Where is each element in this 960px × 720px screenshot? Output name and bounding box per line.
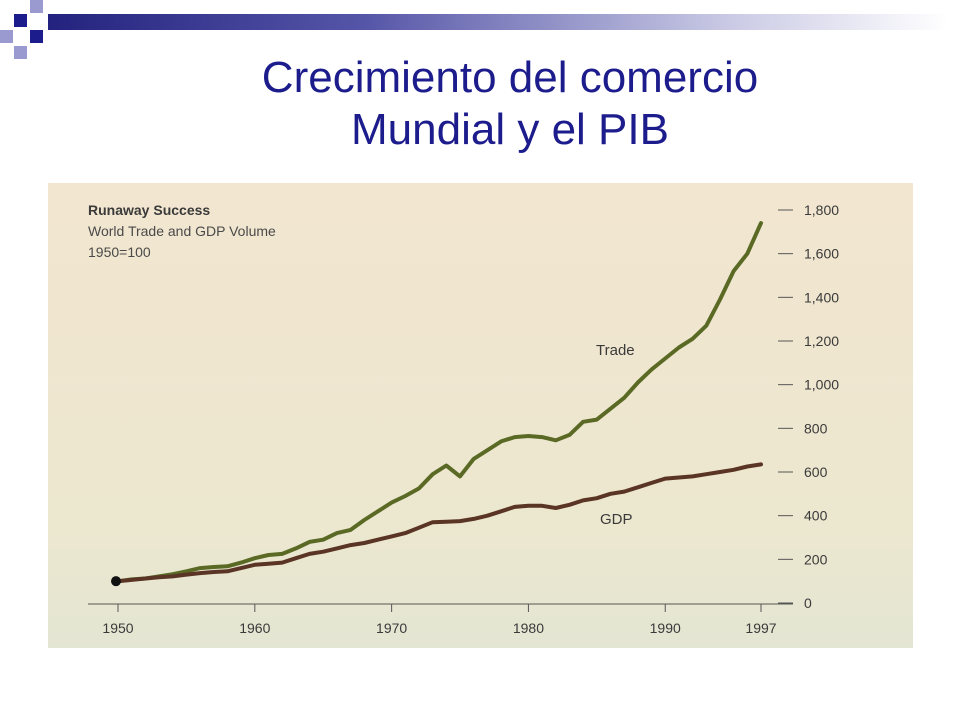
y-tick-label: 0	[804, 595, 812, 611]
chart-background	[48, 183, 913, 648]
y-tick-label: 1,800	[804, 202, 839, 218]
y-tick-label: 800	[804, 420, 828, 436]
y-tick-label: 1,000	[804, 377, 839, 393]
corner-square-dark-top	[14, 14, 27, 27]
y-tick-label: 1,200	[804, 333, 839, 349]
series-label-trade: Trade	[596, 342, 635, 359]
corner-square-light-top	[30, 0, 43, 13]
x-tick-label: 1950	[102, 620, 133, 636]
chart-panel: Runaway Success World Trade and GDP Volu…	[48, 183, 913, 648]
slide-title: Crecimiento del comercio Mundial y el PI…	[40, 52, 960, 156]
line-chart: Runaway Success World Trade and GDP Volu…	[48, 183, 913, 648]
chart-title: Runaway Success	[88, 202, 210, 218]
x-tick-label: 1997	[745, 620, 776, 636]
y-tick-label: 600	[804, 464, 828, 480]
corner-square-dark-mid	[30, 30, 43, 43]
y-tick-label: 400	[804, 508, 828, 524]
series-labels: Trade GDP	[596, 342, 635, 528]
chart-subtitle-line-1: World Trade and GDP Volume	[88, 223, 276, 239]
y-tick-label: 200	[804, 551, 828, 567]
slide-title-line-2: Mundial y el PIB	[351, 105, 669, 154]
series-line-gdp	[116, 462, 763, 584]
series-lines	[111, 221, 763, 587]
header-gradient-band	[48, 14, 948, 30]
slide-title-line-1: Crecimiento del comercio	[261, 53, 759, 102]
chart-subtitle-line-2: 1950=100	[88, 244, 151, 260]
start-point-marker	[111, 576, 121, 587]
x-tick-label: 1960	[239, 620, 270, 636]
axes: 1950 1960 1970 1980 1990 1997 0 200 400 600 800 1,0…	[88, 202, 839, 636]
y-tick-label: 1,600	[804, 246, 839, 262]
x-tick-label: 1980	[513, 620, 544, 636]
series-label-gdp: GDP	[600, 511, 633, 528]
corner-square-light-low	[14, 46, 27, 59]
series-line-trade	[116, 221, 763, 584]
x-tick-label: 1970	[376, 620, 407, 636]
y-tick-label: 1,400	[804, 289, 839, 305]
x-tick-label: 1990	[650, 620, 681, 636]
corner-square-light-mid	[0, 30, 13, 43]
